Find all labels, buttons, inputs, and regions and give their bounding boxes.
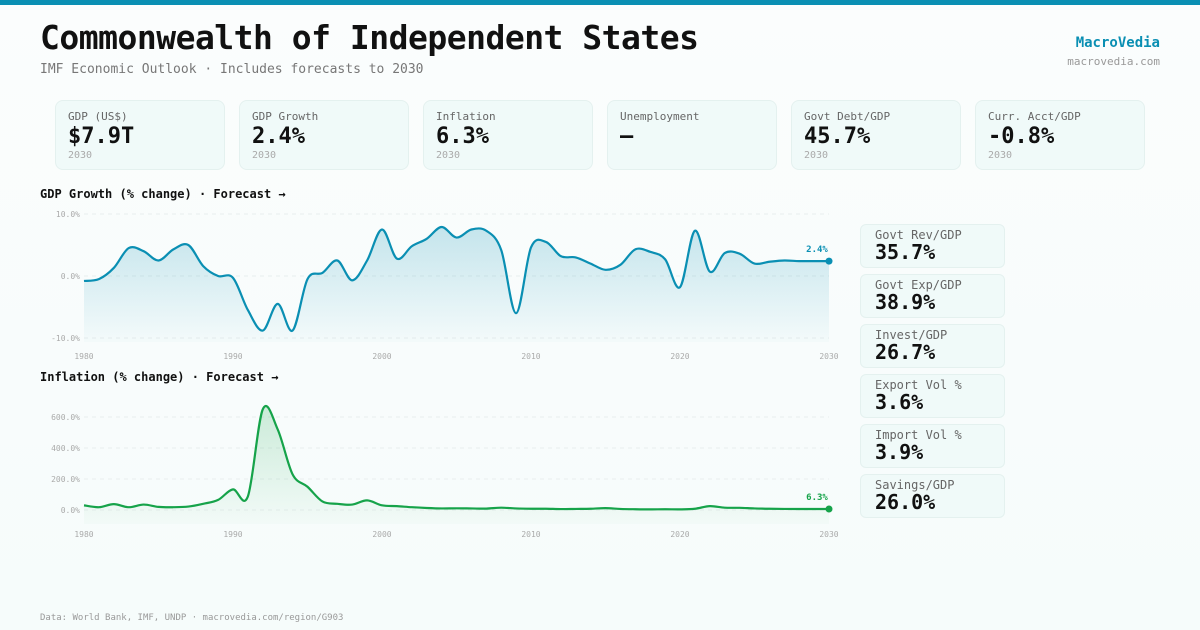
side-stat-card: Export Vol % 3.6% (860, 374, 1005, 418)
page-title: Commonwealth of Independent States (40, 18, 699, 57)
footer-source: Data: World Bank, IMF, UNDP · macrovedia… (40, 613, 344, 623)
y-tick-label: 0.0% (61, 272, 80, 281)
side-stat-label: Import Vol % (875, 428, 962, 442)
kpi-year: 2030 (804, 150, 829, 161)
side-stat-value: 38.9% (875, 290, 936, 314)
x-tick-label: 2000 (372, 530, 391, 539)
kpi-card: Curr. Acct/GDP -0.8% 2030 (975, 100, 1145, 170)
kpi-year: 2030 (68, 150, 93, 161)
page-subtitle: IMF Economic Outlook · Includes forecast… (40, 62, 424, 77)
side-stat-value: 35.7% (875, 240, 936, 264)
series-area (84, 227, 829, 342)
side-stat-value: 26.7% (875, 340, 936, 364)
side-stat-card: Savings/GDP 26.0% (860, 474, 1005, 518)
x-tick-label: 1980 (74, 530, 93, 539)
y-tick-label: -10.0% (51, 334, 80, 343)
kpi-value: — (620, 124, 634, 149)
kpi-label: Unemployment (620, 110, 700, 123)
kpi-label: Inflation (436, 110, 496, 123)
series-line (83, 225, 829, 332)
end-value-label: 2.4% (806, 245, 828, 255)
kpi-value: $7.9T (68, 124, 135, 149)
x-tick-label: 1980 (74, 352, 93, 361)
side-stat-value: 3.9% (875, 440, 924, 464)
y-tick-label: 10.0% (56, 210, 80, 219)
x-tick-label: 2010 (521, 530, 540, 539)
kpi-label: Curr. Acct/GDP (988, 110, 1081, 123)
series-area (84, 406, 829, 524)
inflation-chart-title: Inflation (% change) · Forecast → (40, 370, 279, 384)
kpi-value: 6.3% (436, 124, 489, 149)
x-tick-label: 2020 (670, 530, 689, 539)
kpi-label: GDP Growth (252, 110, 319, 123)
kpi-value: -0.8% (988, 124, 1055, 149)
side-stat-label: Govt Rev/GDP (875, 228, 962, 242)
side-stat-label: Savings/GDP (875, 478, 955, 492)
end-value-label: 6.3% (806, 493, 828, 503)
kpi-label: GDP (US$) (68, 110, 128, 123)
x-tick-label: 2030 (819, 352, 838, 361)
kpi-card: Govt Debt/GDP 45.7% 2030 (791, 100, 961, 170)
kpi-value: 2.4% (252, 124, 305, 149)
y-tick-label: 0.0% (61, 506, 80, 515)
side-stat-label: Export Vol % (875, 378, 962, 392)
kpi-year: 2030 (988, 150, 1013, 161)
x-tick-label: 2000 (372, 352, 391, 361)
side-stat-label: Invest/GDP (875, 328, 948, 342)
x-tick-label: 1990 (223, 352, 242, 361)
series-line (83, 405, 830, 511)
kpi-card: Inflation 6.3% 2030 (423, 100, 593, 170)
kpi-label: Govt Debt/GDP (804, 110, 891, 123)
brand-logo[interactable]: MacroVedia (1075, 35, 1160, 51)
y-tick-label: 200.0% (51, 475, 80, 484)
x-tick-label: 1990 (223, 530, 242, 539)
top-accent-bar (0, 0, 1200, 5)
y-tick-label: 400.0% (51, 444, 80, 453)
x-tick-label: 2030 (819, 530, 838, 539)
brand-url[interactable]: macrovedia.com (1067, 55, 1160, 68)
side-stat-label: Govt Exp/GDP (875, 278, 962, 292)
x-tick-label: 2020 (670, 352, 689, 361)
side-stat-value: 3.6% (875, 390, 924, 414)
gdp-chart-title: GDP Growth (% change) · Forecast → (40, 187, 286, 201)
y-tick-label: 600.0% (51, 413, 80, 422)
side-stat-card: Govt Rev/GDP 35.7% (860, 224, 1005, 268)
kpi-value: 45.7% (804, 124, 871, 149)
end-point-marker (825, 505, 833, 513)
kpi-year: 2030 (252, 150, 277, 161)
kpi-year: 2030 (436, 150, 461, 161)
kpi-card: GDP (US$) $7.9T 2030 (55, 100, 225, 170)
x-tick-label: 2010 (521, 352, 540, 361)
side-stat-card: Govt Exp/GDP 38.9% (860, 274, 1005, 318)
side-stat-card: Import Vol % 3.9% (860, 424, 1005, 468)
side-stat-value: 26.0% (875, 490, 936, 514)
kpi-card: Unemployment — (607, 100, 777, 170)
kpi-card: GDP Growth 2.4% 2030 (239, 100, 409, 170)
end-point-marker (825, 257, 833, 265)
side-stat-card: Invest/GDP 26.7% (860, 324, 1005, 368)
